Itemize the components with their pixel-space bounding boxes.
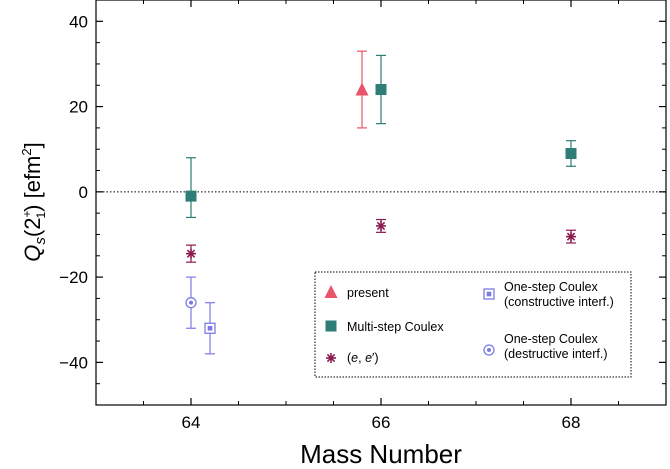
legend-symbol-2-stroke xyxy=(326,353,336,363)
ee-part-1: ( xyxy=(347,351,352,365)
y-label-base: 2 xyxy=(20,218,45,230)
destructive-line-2: (destructive interf.) xyxy=(504,347,608,361)
data-point-series-3-dot xyxy=(207,325,213,331)
x-axis-title: Mass Number xyxy=(300,439,462,469)
y-label-subscript: s xyxy=(32,237,49,245)
legend-symbols xyxy=(324,285,495,363)
y-tick-label: −20 xyxy=(59,268,88,287)
legend-label-present: present xyxy=(347,286,389,300)
data-point-series-2-stroke xyxy=(566,232,576,241)
y-label-open: ( xyxy=(20,229,45,237)
data-point-series-1 xyxy=(375,84,387,96)
y-tick-label: −40 xyxy=(59,353,88,372)
x-tick-label: 66 xyxy=(372,413,391,432)
data-point-series-2-stroke xyxy=(376,221,386,231)
y-tick-label: 40 xyxy=(69,12,88,31)
data-point-series-1 xyxy=(185,190,197,202)
y-label-symbol: Q xyxy=(20,245,45,262)
ee-part-2: e xyxy=(351,351,358,365)
legend-symbol-0 xyxy=(324,285,338,298)
legend-label-multistep: Multi-step Coulex xyxy=(347,320,444,334)
y-label-base-subscript: 1 xyxy=(34,212,48,219)
legend-label-ee: (e, e′) xyxy=(347,351,379,365)
y-label-superscript: + xyxy=(20,211,34,218)
x-tick-label: 68 xyxy=(562,413,581,432)
axis-ticks: 40 20 0 −20 −40 64 66 68 xyxy=(59,0,667,432)
ee-part-4: e xyxy=(365,351,372,365)
legend-symbol-4-dot xyxy=(487,348,491,352)
legend-box xyxy=(314,271,632,378)
data-point-series-4-dot xyxy=(189,300,193,305)
data-point-series-1 xyxy=(565,147,577,159)
legend-label-constructive: One-step Coulex (constructive interf.) xyxy=(504,280,614,309)
legend-symbol-3-dot xyxy=(486,291,492,297)
ee-part-3: , xyxy=(358,351,365,365)
y-label-unit-close: ] xyxy=(20,142,45,148)
y-label-unit-open: [efm xyxy=(20,156,45,205)
x-tick-label: 64 xyxy=(182,413,201,432)
y-axis-title: Qs(2+1) [efm2] xyxy=(19,142,49,262)
y-label-close: ) xyxy=(20,205,45,212)
data-point-series-0 xyxy=(355,82,369,96)
constructive-line-2: (constructive interf.) xyxy=(504,295,614,309)
data-point-series-2-stroke xyxy=(186,249,196,258)
legend: present Multi-step Coulex (e, e′) One-st… xyxy=(314,271,632,378)
y-tick-label: 20 xyxy=(69,98,88,117)
y-tick-label: 0 xyxy=(79,183,88,202)
destructive-line-1: One-step Coulex xyxy=(504,332,599,346)
constructive-line-1: One-step Coulex xyxy=(504,280,599,294)
ee-part-5: ′) xyxy=(372,351,379,365)
y-label-unit-power: 2 xyxy=(19,148,34,155)
legend-symbol-1 xyxy=(325,320,337,332)
data-markers xyxy=(185,50,577,355)
legend-label-destructive: One-step Coulex (destructive interf.) xyxy=(504,332,608,361)
